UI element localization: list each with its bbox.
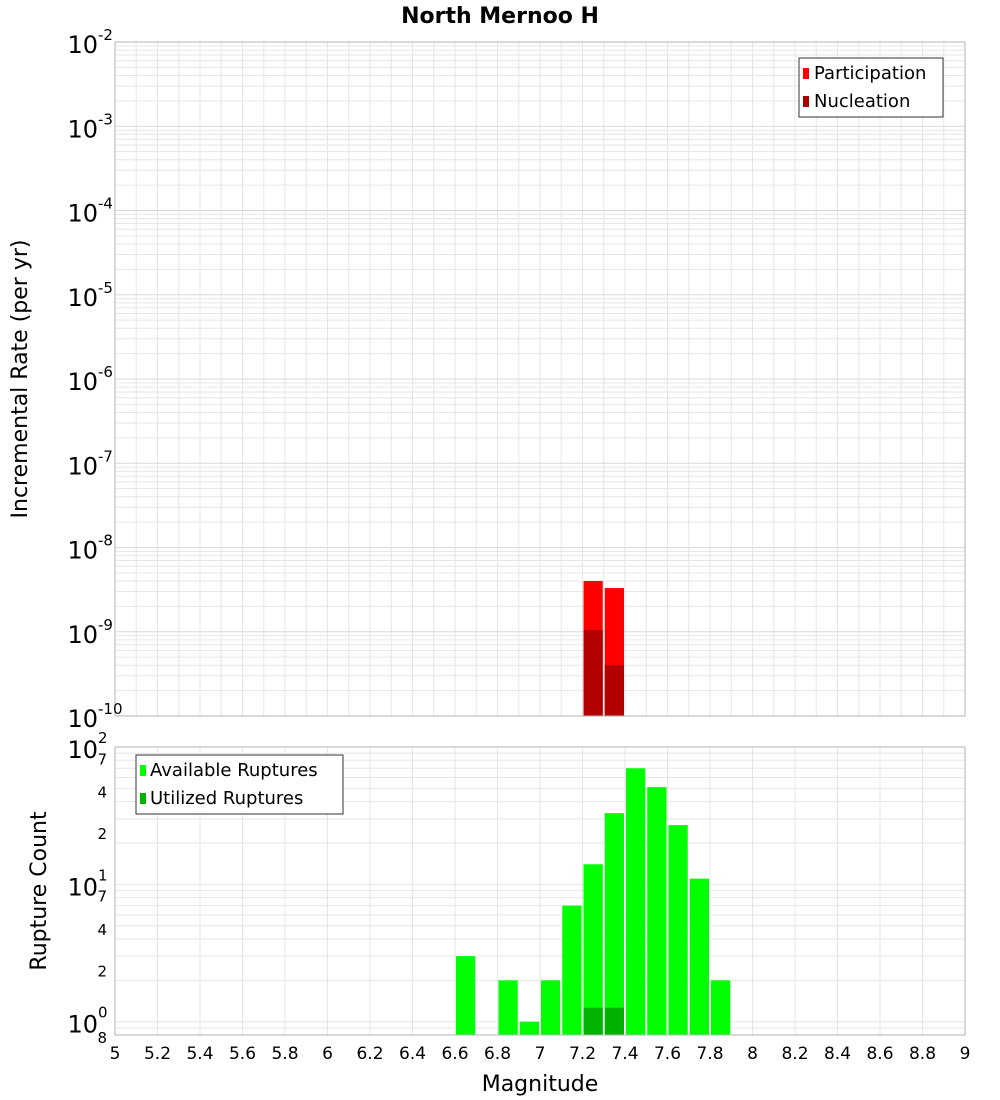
x-tick-label: 9 (960, 1044, 971, 1064)
x-tick-labels: 5 5.2 5.4 5.6 5.8 6 6.2 6.4 6.6 6.8 7 7.2 7.4 7.6 7.8 8… (110, 1044, 971, 1064)
available-ruptures-bar (519, 1021, 539, 1035)
utilized-ruptures-bar (604, 1007, 624, 1035)
x-tick-label: 7.4 (611, 1044, 638, 1064)
legend-swatch (803, 96, 809, 107)
bottom-bars (456, 768, 731, 1035)
legend-label: Participation (814, 63, 926, 84)
bottom-y-minor-tick-label: 7 (97, 750, 107, 768)
available-ruptures-bar (562, 905, 582, 1035)
top-y-tick-label: 10 (67, 537, 98, 565)
x-tick-label: 8.2 (781, 1044, 808, 1064)
top-plot-border (114, 41, 966, 717)
top-y-tick-label: 10 (67, 31, 98, 59)
bottom-y-minor-tick-label: 2 (97, 825, 107, 843)
x-tick-label: 5.6 (229, 1044, 256, 1064)
top-y-tick-label: 10 (67, 705, 98, 733)
available-ruptures-bar (711, 980, 731, 1035)
legend-label: Nucleation (814, 91, 910, 112)
utilized-ruptures-bar (583, 1007, 603, 1035)
top-grid (114, 42, 966, 717)
legend-swatch (140, 765, 146, 776)
top-y-tick-label: 10 (67, 452, 98, 480)
bottom-y-tick-label: 10 (67, 1011, 98, 1039)
x-tick-label: 6 (322, 1044, 333, 1064)
top-y-tick-exponent: -2 (98, 26, 113, 44)
top-y-tick-exponent: -4 (98, 195, 113, 213)
x-tick-label: 7.8 (696, 1044, 723, 1064)
top-y-tick-exponent: -7 (98, 447, 113, 465)
available-ruptures-bar (647, 787, 667, 1035)
bottom-grid (114, 746, 966, 1036)
available-ruptures-bar (583, 864, 603, 1035)
available-ruptures-bar (668, 825, 688, 1035)
chart-title: North Mernoo H (401, 4, 599, 29)
x-tick-label: 7.6 (654, 1044, 681, 1064)
available-ruptures-bar (498, 980, 518, 1035)
bottom-y-minor-tick-label: 7 (97, 888, 107, 906)
x-tick-label: 5 (110, 1044, 121, 1064)
legend-label: Utilized Ruptures (150, 788, 303, 809)
top-y-tick-label: 10 (67, 115, 98, 143)
legend-label: Available Ruptures (150, 760, 318, 781)
top-y-tick-label: 10 (67, 200, 98, 228)
legend-swatch (803, 68, 809, 79)
top-y-tick-exponent: -8 (98, 532, 113, 550)
legend-swatch (140, 793, 146, 804)
bottom-y-tick-exponent: 2 (98, 729, 108, 747)
bottom-y-minor-tick-label: 8 (97, 1029, 107, 1047)
top-y-axis-label: Incremental Rate (per yr) (8, 240, 33, 519)
x-tick-label: 5.2 (144, 1044, 171, 1064)
top-y-tick-exponent: -5 (98, 279, 113, 297)
nucleation-bar (583, 629, 603, 716)
bottom-plot-border (114, 746, 966, 1036)
bottom-y-axis-label: Rupture Count (27, 811, 52, 971)
x-tick-label: 6.4 (399, 1044, 426, 1064)
top-y-tick-exponent: -9 (98, 616, 113, 634)
available-ruptures-bar (604, 813, 624, 1035)
x-tick-label: 8.8 (909, 1044, 936, 1064)
top-y-tick-exponent: -3 (98, 110, 113, 128)
x-tick-label: 5.4 (186, 1044, 213, 1064)
x-tick-label: 8 (747, 1044, 758, 1064)
available-ruptures-bar (456, 956, 476, 1035)
top-y-tick-exponent: -10 (98, 700, 123, 718)
bottom-y-tick-exponent: 0 (98, 1004, 108, 1022)
top-legend: Participation Nucleation (798, 57, 944, 118)
bottom-legend: Available Ruptures Utilized Ruptures (135, 754, 344, 815)
available-ruptures-bar (689, 878, 709, 1035)
top-legend-box (798, 57, 944, 118)
bottom-y-minor-tick-label: 2 (97, 962, 107, 980)
bottom-y-tick-label: 10 (67, 873, 98, 901)
x-tick-label: 7 (535, 1044, 546, 1064)
incremental-rate-panel: 10-210-310-410-510-610-710-810-910-10 In… (8, 26, 966, 733)
bottom-y-minor-tick-label: 4 (97, 784, 107, 802)
nucleation-bar (604, 665, 624, 716)
x-tick-label: 8.4 (824, 1044, 851, 1064)
top-y-tick-label: 10 (67, 284, 98, 312)
x-tick-label: 6.2 (356, 1044, 383, 1064)
bottom-legend-box (135, 754, 344, 815)
x-tick-label: 6.6 (441, 1044, 468, 1064)
top-bars (583, 581, 624, 716)
x-tick-label: 5.8 (271, 1044, 298, 1064)
top-y-tick-exponent: -6 (98, 363, 113, 381)
top-y-tick-label: 10 (67, 368, 98, 396)
top-y-tick-label: 10 (67, 621, 98, 649)
available-ruptures-bar (626, 768, 646, 1035)
top-y-tick-labels: 10-210-310-410-510-610-710-810-910-10 (67, 26, 122, 733)
x-tick-label: 8.6 (866, 1044, 893, 1064)
bottom-y-minor-tick-label: 4 (97, 921, 107, 939)
x-tick-label: 7.2 (569, 1044, 596, 1064)
bottom-y-tick-exponent: 1 (98, 866, 108, 884)
bottom-y-tick-label: 10 (67, 736, 98, 764)
available-ruptures-bar (541, 980, 561, 1035)
x-axis-label: Magnitude (482, 1072, 599, 1097)
x-tick-label: 6.8 (484, 1044, 511, 1064)
